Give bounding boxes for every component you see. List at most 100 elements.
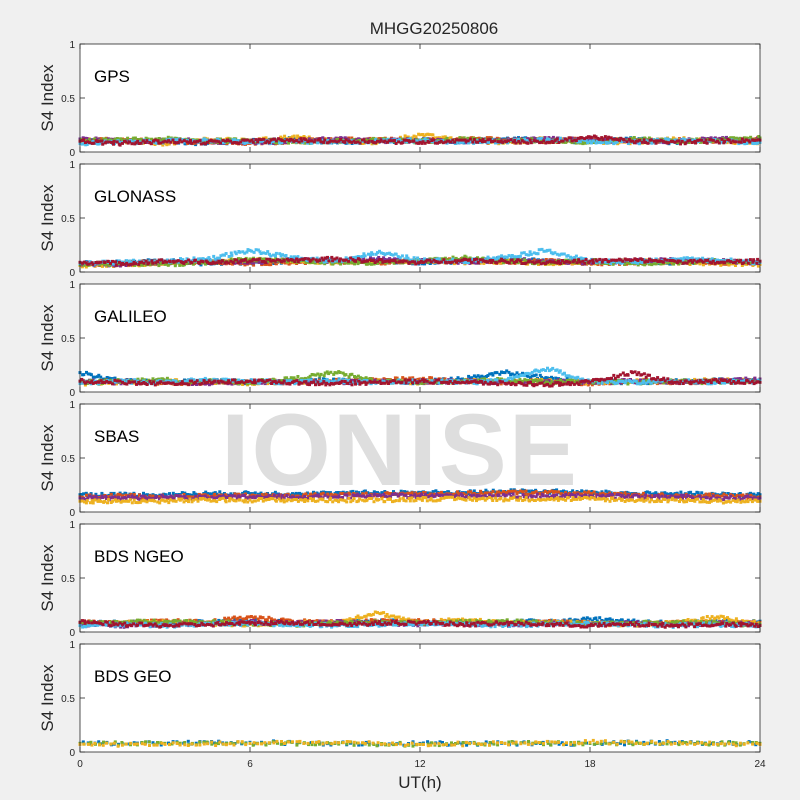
data-point [317,140,321,144]
data-point [111,259,114,263]
data-point [289,137,293,141]
data-point [486,138,490,142]
data-point [720,137,724,141]
data-point [740,137,744,141]
data-point [350,140,354,144]
data-point [576,136,580,140]
data-point [274,254,277,258]
data-point [548,140,552,144]
data-point [221,262,225,266]
data-point [80,263,84,267]
data-point [339,262,343,266]
data-point [371,252,375,256]
data-point [671,140,675,143]
data-point [589,135,593,139]
data-point [491,259,495,262]
data-point [581,142,585,146]
data-point [593,137,597,141]
data-point [398,135,402,139]
data-point [601,258,605,262]
data-point [679,142,682,146]
data-point [236,261,240,265]
data-point [140,260,143,264]
data-point [482,261,486,265]
data-point [220,259,224,263]
data-point [264,261,268,265]
data-point [224,252,228,255]
data-point [520,251,524,255]
data-point [345,140,349,144]
data-point [600,136,604,140]
data-point [212,254,216,258]
data-point [751,260,755,264]
data-point [565,138,569,142]
data-point [551,263,555,267]
data-point [339,138,342,141]
data-point [88,141,92,145]
y-tick-label: 0.5 [61,214,75,225]
data-point [114,260,117,264]
data-point [476,140,480,144]
data-point [393,138,396,142]
data-point [625,140,629,144]
data-point [742,261,746,265]
data-point [423,137,427,141]
data-point [248,257,252,261]
data-point [588,139,592,143]
data-point [402,138,406,142]
data-point [144,259,148,263]
data-point [262,137,266,141]
data-point [178,138,182,142]
data-point [529,252,533,256]
data-point [161,140,165,144]
data-point [221,138,225,142]
data-point [144,136,148,140]
data-point [732,136,735,140]
data-point [652,139,656,143]
data-point [501,140,505,144]
data-point [107,140,111,144]
data-point [638,138,642,142]
data-point [748,258,752,262]
data-point [145,139,149,143]
data-point [163,139,167,143]
data-point [452,262,456,266]
data-point [580,136,584,140]
data-point [586,141,590,145]
data-point [725,141,729,145]
data-point [226,136,230,140]
data-point [654,141,658,145]
data-point [98,263,102,267]
data-point [568,136,572,140]
data-point [198,139,202,143]
data-point [274,251,278,255]
data-point [322,140,326,144]
data-point [430,139,434,142]
data-point [456,261,460,265]
data-point [211,139,215,143]
data-point [337,139,341,143]
data-point [729,141,733,145]
data-point [102,137,106,141]
data-point [121,138,124,142]
data-point [620,140,624,144]
data-point [727,263,731,267]
data-point [397,138,401,142]
data-point [702,140,706,144]
data-point [688,138,692,142]
data-point [269,263,273,267]
data-point [213,261,216,265]
data-point [236,257,240,261]
data-point [491,140,495,144]
data-point [312,140,316,144]
data-point [347,136,351,140]
data-point [694,141,697,145]
data-point [429,260,433,264]
data-point [606,139,610,143]
data-point [337,138,341,141]
data-point [374,138,378,142]
data-point [243,263,247,267]
data-point [251,140,255,144]
data-point [481,140,484,144]
data-point [447,139,451,143]
